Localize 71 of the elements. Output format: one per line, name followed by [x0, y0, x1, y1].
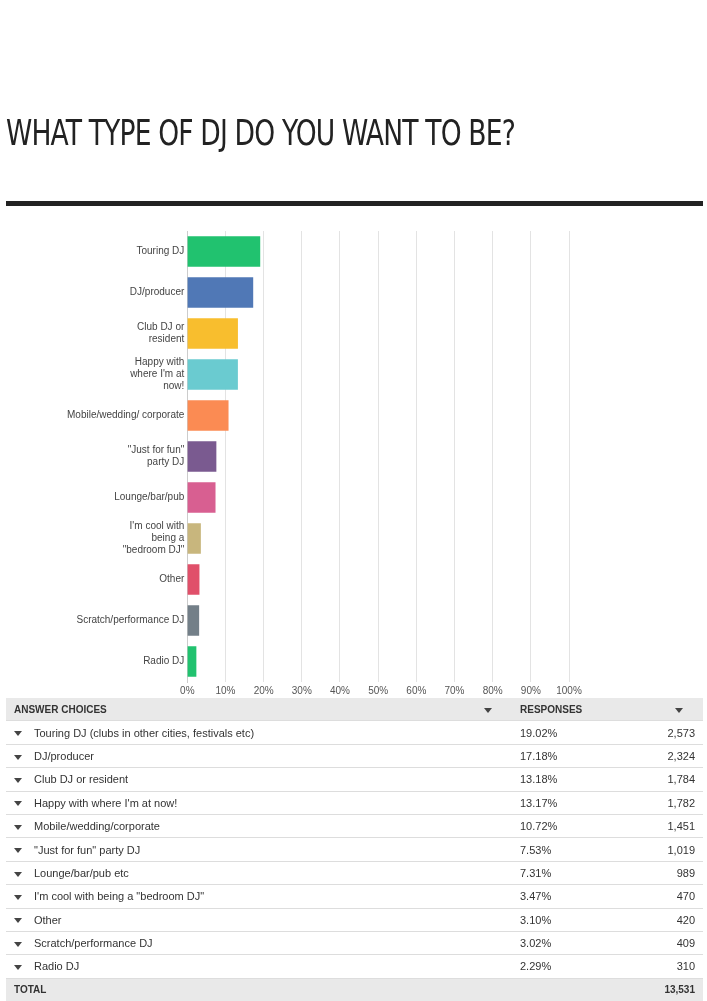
text: 2.29% — [520, 960, 552, 973]
x-tick-label: 0% — [180, 684, 195, 696]
chart-title: WHAT TYPE OF DJ DO YOU WANT TO BE? — [6, 112, 515, 153]
x-tick-label: 80% — [482, 684, 503, 696]
text: Lounge/bar/pub etc — [6, 861, 512, 885]
text: 1,019 — [613, 837, 703, 862]
x-tick-label: 70% — [444, 684, 465, 696]
text: 409 — [613, 931, 703, 955]
text: 1,784 — [613, 767, 703, 792]
y-tick-label: Radio DJ — [143, 655, 185, 667]
text: I'm cool with being a "bedroom DJ" — [6, 884, 512, 909]
text: 13.17% — [520, 796, 558, 809]
bar — [187, 277, 254, 308]
text: 10.72% — [520, 820, 558, 833]
y-tick-label: Other — [159, 573, 185, 585]
bar — [187, 564, 200, 595]
text: 7.31% — [520, 866, 552, 879]
y-tick-label: "Just for fun" party DJ — [127, 444, 185, 468]
text: ANSWER CHOICES — [6, 698, 512, 721]
text: 1,451 — [613, 814, 703, 838]
y-tick-label: I'm cool with being a "bedroom DJ" — [122, 520, 185, 556]
x-tick-label: 10% — [215, 684, 236, 696]
text: 989 — [613, 861, 703, 885]
text: 13,531 — [613, 978, 703, 1001]
text: 2,573 — [613, 720, 703, 745]
text: Club DJ or resident — [6, 767, 512, 792]
x-tick-label: 60% — [406, 684, 427, 696]
text: Radio DJ — [6, 954, 512, 979]
text: 2,324 — [613, 744, 703, 768]
bar — [187, 359, 238, 390]
text: 13.18% — [520, 773, 558, 786]
y-tick-label: Mobile/wedding/ corporate — [66, 409, 185, 421]
y-tick-label: Club DJ or resident — [137, 321, 185, 345]
x-tick-label: 100% — [556, 684, 582, 696]
text: 3.10% — [520, 913, 552, 926]
text: 310 — [613, 954, 703, 979]
bar — [187, 441, 217, 472]
y-tick-label: Happy with where I'm at now! — [129, 356, 185, 392]
text: TOTAL — [6, 978, 614, 1001]
text: 3.47% — [520, 890, 552, 903]
text: Happy with where I'm at now! — [6, 791, 512, 815]
bar — [187, 605, 200, 636]
x-tick-label: 30% — [291, 684, 312, 696]
bar — [187, 236, 261, 267]
bar — [187, 482, 216, 513]
bar — [187, 523, 201, 554]
text: 17.18% — [520, 749, 558, 762]
y-tick-label: Lounge/bar/pub — [114, 491, 185, 503]
text: 470 — [613, 884, 703, 909]
text: RESPONSES — [512, 698, 703, 721]
text: Scratch/performance DJ — [6, 931, 512, 955]
y-tick-label: Touring DJ — [136, 245, 185, 257]
x-tick-label: 20% — [253, 684, 274, 696]
bar — [187, 400, 229, 431]
text: "Just for fun" party DJ — [6, 837, 512, 862]
text: Touring DJ (clubs in other cities, festivals etc) — [6, 720, 512, 745]
text: Other — [6, 908, 512, 932]
text: 7.53% — [520, 843, 552, 856]
x-tick-label: 90% — [520, 684, 541, 696]
text: 420 — [613, 908, 703, 932]
bar — [187, 646, 197, 677]
y-tick-label: Scratch/performance DJ — [76, 614, 185, 626]
x-tick-label: 40% — [329, 684, 351, 696]
text: DJ/producer — [6, 744, 512, 768]
y-tick-label: DJ/producer — [129, 286, 185, 298]
text: 1,782 — [613, 791, 703, 815]
text: 3.02% — [520, 937, 552, 950]
text: 19.02% — [520, 726, 558, 739]
text: Mobile/wedding/corporate — [6, 814, 512, 838]
bar — [187, 318, 238, 349]
x-tick-label: 50% — [368, 684, 389, 696]
